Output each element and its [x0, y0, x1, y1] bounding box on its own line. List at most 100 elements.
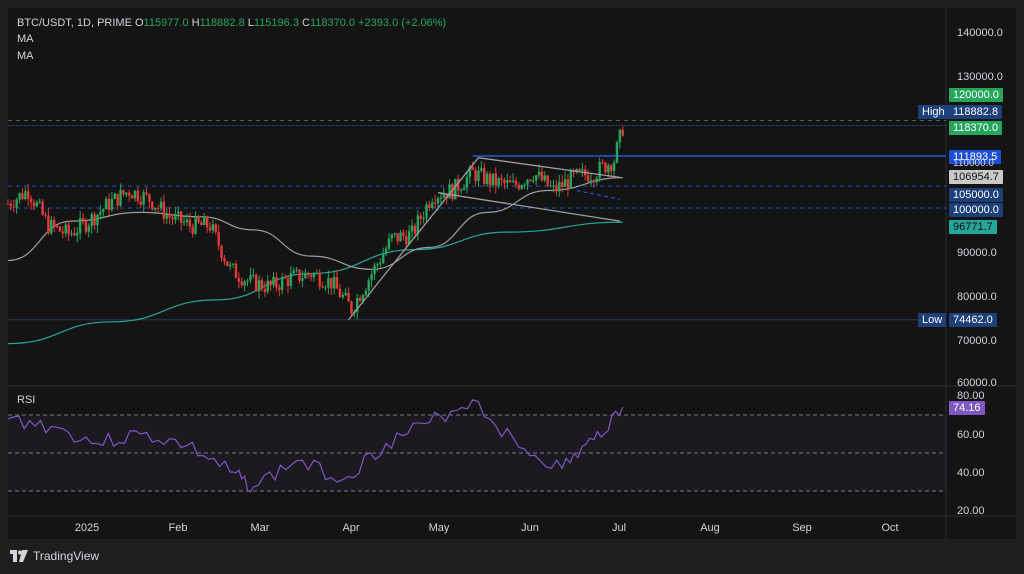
- candle-body: [578, 169, 581, 171]
- candle-body: [266, 280, 269, 292]
- candle-body: [220, 245, 223, 259]
- price-badge-105000: 105000.0: [949, 188, 1003, 202]
- candle-body: [491, 173, 495, 186]
- candle-body: [52, 219, 56, 227]
- candle-body: [119, 190, 122, 206]
- candle-body: [226, 261, 229, 267]
- symbol-title: BTC/USDT, 1D, PRIME: [17, 17, 132, 29]
- price-badge-low: 74462.0: [949, 313, 997, 327]
- price-badge-ma-slow: 96771.7: [949, 220, 997, 234]
- candle-body: [485, 173, 489, 184]
- candle-body: [76, 232, 79, 236]
- candle-body: [379, 263, 382, 265]
- candle-body: [70, 233, 73, 235]
- candle-body: [586, 175, 590, 182]
- candle-body: [107, 198, 111, 210]
- candle-body: [387, 238, 391, 249]
- candle-body: [517, 184, 521, 189]
- flag-lower-line: [437, 192, 620, 222]
- tradingview-icon: [10, 550, 28, 562]
- rsi-tick: 80.00: [957, 390, 985, 402]
- candle-body: [382, 254, 385, 264]
- candle-body: [136, 190, 140, 202]
- candle-body: [188, 219, 192, 227]
- y-tick: 130000.0: [957, 71, 1003, 83]
- candle-body: [318, 273, 321, 287]
- candle-body: [257, 280, 261, 292]
- candle-body: [243, 281, 246, 286]
- candle-body: [130, 195, 134, 199]
- rsi-indicator-label[interactable]: RSI: [17, 394, 36, 406]
- candle-body: [402, 232, 405, 237]
- candle-body: [520, 185, 523, 189]
- candle-body: [185, 219, 189, 222]
- y-tick: 70000.0: [957, 335, 997, 347]
- candle-body: [18, 193, 21, 200]
- candle-body: [407, 231, 411, 245]
- candle-body: [78, 218, 82, 233]
- high-value: 118882.8: [199, 17, 245, 29]
- candle-body: [436, 198, 440, 204]
- candle-body: [410, 225, 414, 232]
- candle-body: [223, 258, 226, 262]
- flag-upper-line: [478, 157, 620, 179]
- candle-body: [526, 179, 529, 185]
- candle-body: [330, 277, 333, 289]
- candle-body: [581, 169, 584, 171]
- candle-body: [231, 263, 235, 265]
- open-value: 115977.0: [143, 17, 189, 29]
- y-tick: 140000.0: [957, 27, 1003, 39]
- candle-body: [21, 193, 24, 200]
- high-label: High: [918, 105, 949, 119]
- candle-body: [174, 213, 177, 220]
- price-badge-last: 118370.0: [949, 121, 1003, 135]
- candle-body: [64, 224, 67, 234]
- candle-body: [555, 185, 558, 192]
- candle-body: [55, 226, 59, 228]
- candle-body: [592, 180, 596, 183]
- low-value: 115196.3: [253, 17, 299, 29]
- tradingview-logo[interactable]: TradingView: [10, 549, 99, 563]
- candle-body: [468, 167, 471, 177]
- candle-body: [283, 277, 287, 279]
- x-tick: Jun: [521, 522, 539, 534]
- candle-body: [295, 269, 298, 271]
- rsi-tick: 40.00: [957, 467, 985, 479]
- ma-indicator-label-2[interactable]: MA: [17, 50, 34, 62]
- candle-body: [610, 165, 613, 171]
- x-tick: Feb: [168, 522, 188, 534]
- candle-body: [552, 185, 555, 187]
- candle-body: [240, 281, 243, 286]
- ma-indicator-label[interactable]: MA: [17, 33, 34, 45]
- candle-body: [194, 216, 197, 234]
- candle-body: [540, 171, 544, 181]
- candle-body: [104, 198, 108, 210]
- candle-body: [569, 170, 572, 189]
- candle-body: [9, 203, 13, 207]
- price-badge-120000: 120000.0: [949, 88, 1003, 102]
- candle-body: [125, 192, 128, 195]
- candle-body: [433, 202, 437, 204]
- candle-body: [12, 206, 15, 208]
- candle-body: [566, 179, 570, 189]
- candle-body: [139, 201, 142, 205]
- rsi-tick: 20.00: [957, 505, 985, 517]
- flag-mid-line: [576, 190, 620, 200]
- candle-body: [598, 161, 601, 179]
- candle-body: [413, 225, 417, 234]
- candle-body: [454, 178, 457, 200]
- candle-body: [537, 171, 541, 176]
- symbol-header: BTC/USDT, 1D, PRIME O115977.0 H118882.8 …: [17, 17, 447, 29]
- candle-body: [324, 287, 327, 289]
- candle-body: [419, 215, 422, 219]
- price-badge-100000: 100000.0: [949, 203, 1003, 217]
- chart-panel[interactable]: [8, 8, 1016, 539]
- candle-body: [24, 191, 27, 200]
- candle-body: [179, 211, 183, 223]
- candle-body: [483, 168, 486, 184]
- x-tick: Jul: [611, 522, 627, 534]
- candle-body: [214, 224, 218, 232]
- candle-body: [90, 214, 93, 227]
- candle-body: [332, 277, 336, 289]
